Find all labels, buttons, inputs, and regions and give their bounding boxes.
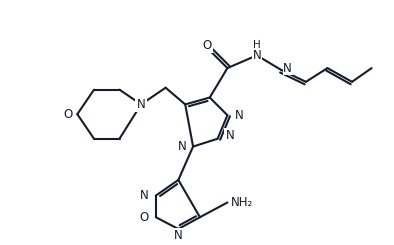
Text: N: N <box>235 109 244 122</box>
Text: N: N <box>283 61 292 74</box>
Text: O: O <box>202 39 212 52</box>
Text: N: N <box>137 98 145 111</box>
Text: O: O <box>140 211 149 224</box>
Text: N: N <box>177 140 186 153</box>
Text: N: N <box>174 229 183 242</box>
Text: N: N <box>225 129 234 142</box>
Text: O: O <box>63 108 72 121</box>
Text: NH₂: NH₂ <box>231 196 254 209</box>
Text: N: N <box>140 189 149 202</box>
Text: N: N <box>253 49 261 62</box>
Text: H: H <box>253 40 261 50</box>
